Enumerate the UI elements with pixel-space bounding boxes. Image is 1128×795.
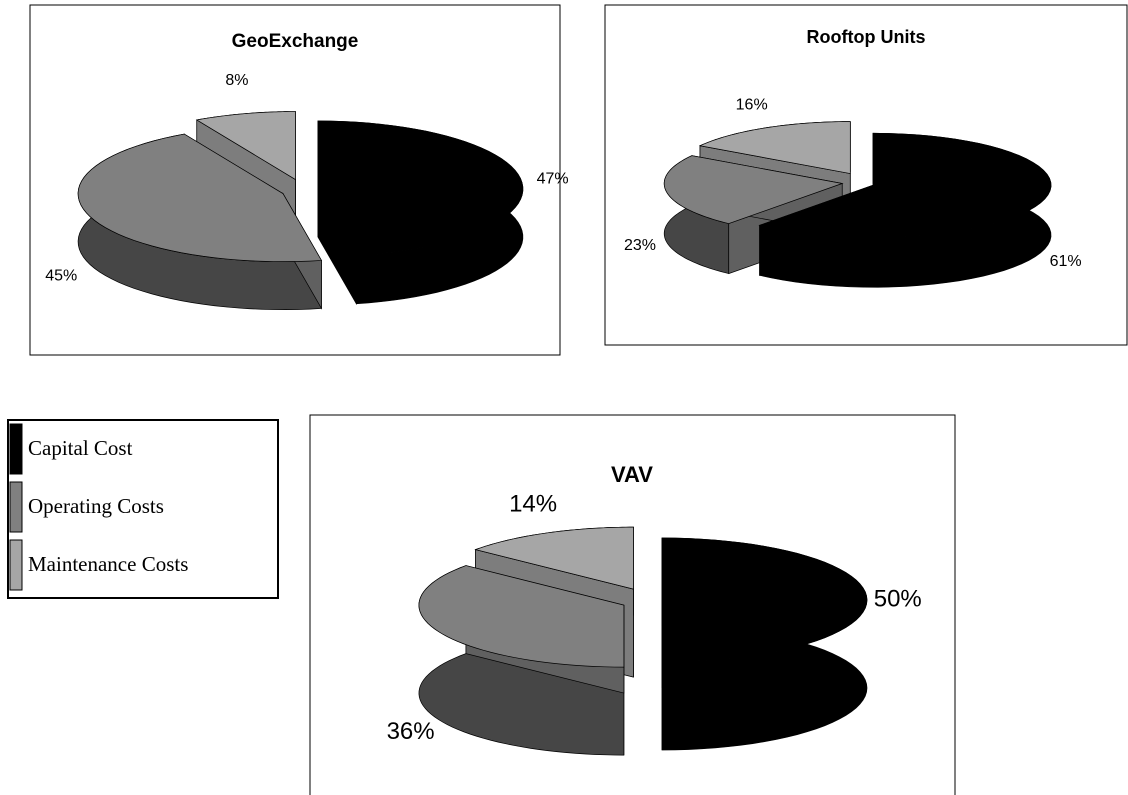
legend-swatch: [9, 539, 23, 591]
slice: [758, 132, 1052, 238]
slice: [418, 565, 625, 668]
data-label: 47%: [537, 171, 569, 188]
slice: [317, 120, 524, 257]
data-label: 50%: [874, 585, 922, 612]
data-label: 16%: [736, 96, 768, 113]
slice: [77, 133, 323, 263]
slice: [474, 526, 634, 590]
chart-title: Rooftop Units: [807, 27, 926, 47]
legend-label: Maintenance Costs: [28, 552, 188, 576]
legend-label: Operating Costs: [28, 494, 164, 518]
chart-frame: [29, 4, 561, 356]
chart-frame: [604, 4, 1128, 346]
data-label: 45%: [45, 267, 77, 284]
data-label: 14%: [509, 490, 557, 517]
data-label: 23%: [624, 237, 656, 254]
legend-swatch: [9, 481, 23, 533]
slice: [698, 121, 851, 175]
legend-swatch: [9, 423, 23, 475]
data-label: 61%: [1050, 253, 1082, 270]
chart-title: VAV: [611, 462, 653, 487]
legend-label: Capital Cost: [28, 436, 133, 460]
legend-frame: [7, 419, 279, 599]
slice: [195, 111, 296, 181]
slice: [661, 537, 868, 663]
data-label: 8%: [225, 72, 248, 89]
chart-frame: [309, 414, 956, 795]
data-label: 36%: [387, 718, 435, 745]
slice: [663, 155, 844, 224]
chart-title: GeoExchange: [232, 31, 359, 52]
